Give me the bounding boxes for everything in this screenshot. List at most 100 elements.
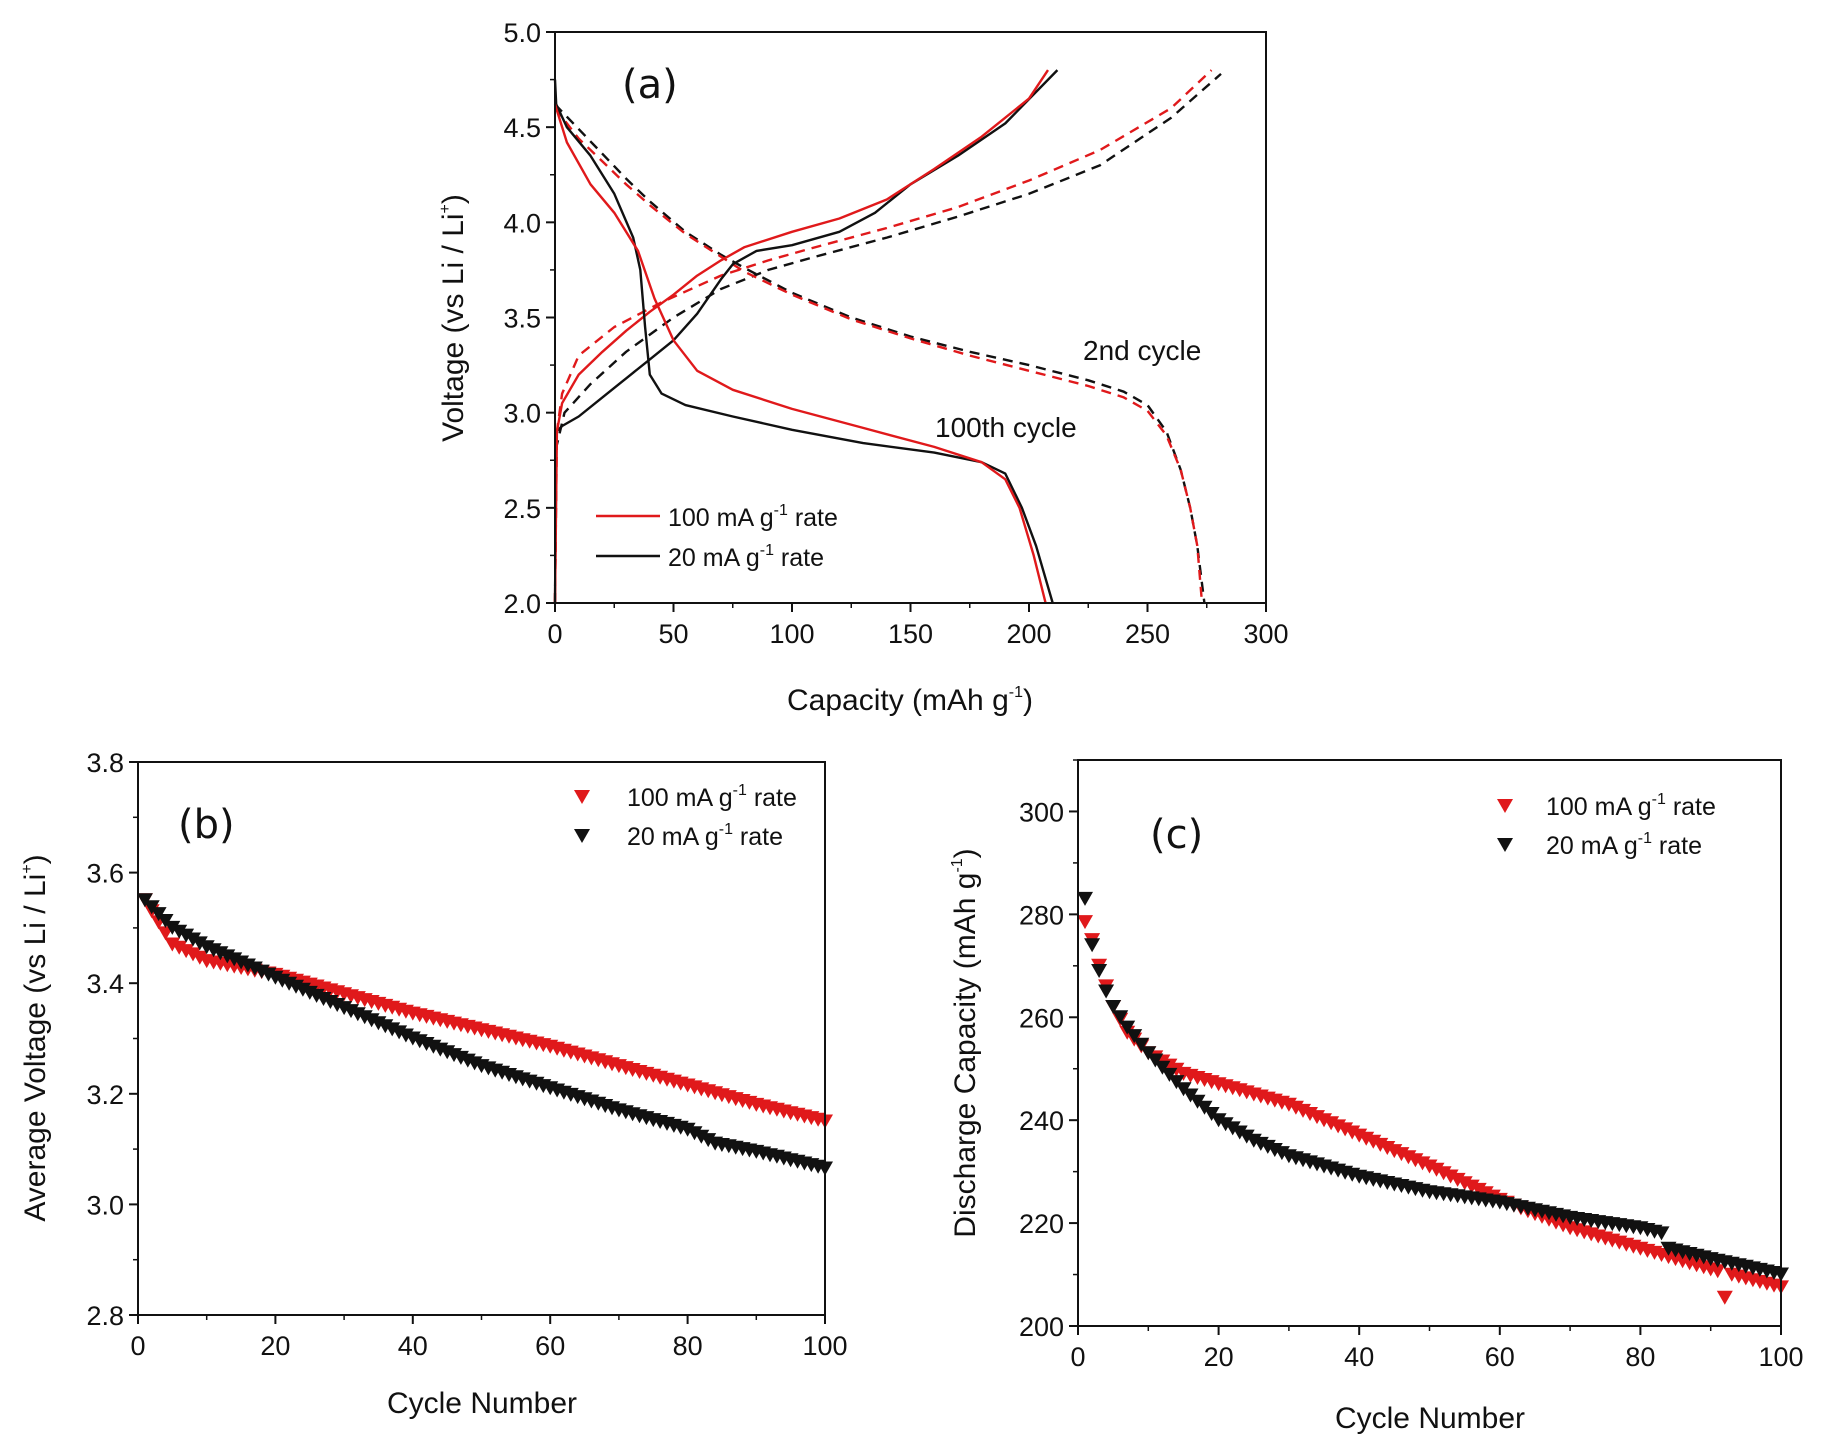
panel-c-markers (1077, 891, 1789, 1305)
data-point (191, 936, 208, 951)
panel-c-legend: 100 mA g-1 rate 20 mA g-1 rate (1497, 791, 1716, 860)
y-tick-label: 280 (1019, 900, 1064, 930)
panel-b-x-axis-title: Cycle Number (387, 1387, 577, 1420)
series-line-6 (553, 79, 1054, 604)
y-tick-label: 240 (1019, 1106, 1064, 1136)
panel-a-voltage-profile: 0 50 100 150 200 250 3002.02.53.03.54.04.55.0 … (437, 18, 1289, 717)
panel-b-average-voltage: 0 20 40 60 80 100 2.8 3.0 3.2 3.4 3.6 3.8 (b) 100 m… (19, 748, 848, 1420)
series-line-0 (553, 72, 1222, 604)
y-tick-label: 3.5 (503, 304, 541, 334)
data-point (1119, 1020, 1136, 1035)
y-tick-label: 3.4 (86, 969, 124, 999)
x-tick-label: 40 (398, 1331, 428, 1361)
y-tick-label: 4.5 (503, 113, 541, 143)
panel-c-discharge-capacity: 0 20 40 60 80 100 200 220 240 260 280 300 (c) 100 m… (949, 759, 1804, 1435)
data-point (1238, 1129, 1255, 1144)
panel-c-label: (c) (1150, 812, 1203, 858)
y-tick-label: 2.5 (503, 494, 541, 524)
y-tick-label: 3.0 (503, 399, 541, 429)
x-tick-label: 60 (535, 1331, 565, 1361)
legend-marker-20ma (1497, 838, 1513, 852)
annotation-2nd-cycle: 2nd cycle (1083, 335, 1201, 366)
y-tick-label: 300 (1019, 797, 1064, 827)
y-tick-label: 3.2 (86, 1080, 124, 1110)
data-point (1653, 1226, 1670, 1241)
panel-a-y-axis-title: Voltage (vs Li / Li+) (437, 194, 470, 442)
data-point (1126, 1029, 1143, 1044)
panel-b-plot-frame (137, 761, 826, 1316)
legend-label-20ma: 20 mA g-1 rate (627, 821, 783, 851)
data-point (1077, 915, 1093, 930)
legend-label-100ma: 100 mA g-1 rate (627, 782, 797, 812)
data-point (1112, 1010, 1129, 1025)
series-line-5 (553, 69, 1049, 604)
legend-marker-100ma (1497, 799, 1513, 813)
y-tick-label: 220 (1019, 1209, 1064, 1239)
y-tick-label: 3.0 (86, 1190, 124, 1220)
series-markers-0 (136, 893, 833, 1129)
data-point (1709, 1264, 1726, 1279)
y-tick-label: 3.8 (86, 748, 124, 778)
panel-b-label: (b) (178, 802, 235, 848)
data-point (1224, 1121, 1241, 1136)
x-tick-label: 0 (130, 1331, 145, 1361)
panel-a-label: (a) (622, 62, 678, 108)
data-point (1077, 891, 1093, 906)
x-tick-label: 20 (260, 1331, 290, 1361)
series-markers-1 (136, 893, 833, 1176)
x-tick-label: 300 (1243, 619, 1288, 649)
series-line-7 (553, 103, 1047, 604)
legend-label-20ma: 20 mA g-1 rate (1546, 830, 1702, 860)
x-tick-label: 50 (658, 619, 688, 649)
data-point (1168, 1062, 1185, 1077)
y-tick-label: 3.6 (86, 859, 124, 889)
panel-c-y-axis-title: Discharge Capacity (mAh g-1) (949, 848, 982, 1237)
y-tick-label: 5.0 (503, 18, 541, 48)
y-tick-label: 4.0 (503, 208, 541, 238)
panel-c-ticks: 0 20 40 60 80 100 200 220 240 260 280 300 (1019, 759, 1804, 1372)
data-point (1217, 1117, 1234, 1132)
y-tick-label: 200 (1019, 1312, 1064, 1342)
y-tick-label: 2.8 (86, 1301, 124, 1331)
series-markers-1 (1077, 891, 1789, 1282)
panel-a-x-axis-title: Capacity (mAh g-1) (787, 684, 1033, 717)
x-tick-label: 40 (1344, 1342, 1374, 1372)
x-tick-label: 20 (1204, 1342, 1234, 1372)
data-point (1168, 1075, 1185, 1090)
data-point (164, 920, 181, 935)
legend-marker-100ma (574, 790, 590, 804)
panel-b-ticks: 0 20 40 60 80 100 2.8 3.0 3.2 3.4 3.6 3.8 (86, 748, 847, 1361)
panel-a-legend: 100 mA g-1 rate 20 mA g-1 rate (596, 502, 838, 572)
y-tick-label: 260 (1019, 1003, 1064, 1033)
x-tick-label: 200 (1006, 619, 1051, 649)
data-point (1133, 1037, 1150, 1052)
legend-label-100ma: 100 mA g-1 rate (1546, 791, 1716, 821)
data-point (1084, 938, 1101, 953)
data-point (1161, 1067, 1178, 1082)
panel-b-legend: 100 mA g-1 rate 20 mA g-1 rate (574, 782, 797, 851)
panel-a-ticks: 0 50 100 150 200 250 300 2.0 2.5 3.0 3.5 4.0 4.5 5.0 (503, 18, 1288, 649)
x-tick-label: 150 (888, 619, 933, 649)
legend-label-20ma: 20 mA g-1 rate (668, 542, 824, 572)
annotation-100th-cycle: 100th cycle (935, 412, 1077, 443)
panel-a-plot-frame (554, 31, 1267, 604)
panel-b-y-axis-title: Average Voltage (vs Li / Li+) (19, 854, 52, 1221)
x-tick-label: 0 (1070, 1342, 1085, 1372)
data-point (1098, 984, 1115, 999)
x-tick-label: 0 (547, 619, 562, 649)
legend-marker-20ma (574, 829, 590, 843)
legend-label-100ma: 100 mA g-1 rate (668, 502, 838, 532)
data-point (1716, 1290, 1733, 1305)
panel-c-x-axis-title: Cycle Number (1335, 1402, 1525, 1435)
panel-a-curves (553, 69, 1222, 604)
x-tick-label: 100 (1758, 1342, 1803, 1372)
data-point (1210, 1113, 1227, 1128)
x-tick-label: 60 (1485, 1342, 1515, 1372)
x-tick-label: 100 (802, 1331, 847, 1361)
x-tick-label: 250 (1125, 619, 1170, 649)
y-tick-label: 2.0 (503, 589, 541, 619)
data-point (1231, 1125, 1248, 1140)
series-line-1 (553, 69, 1213, 604)
data-point (1154, 1060, 1171, 1075)
